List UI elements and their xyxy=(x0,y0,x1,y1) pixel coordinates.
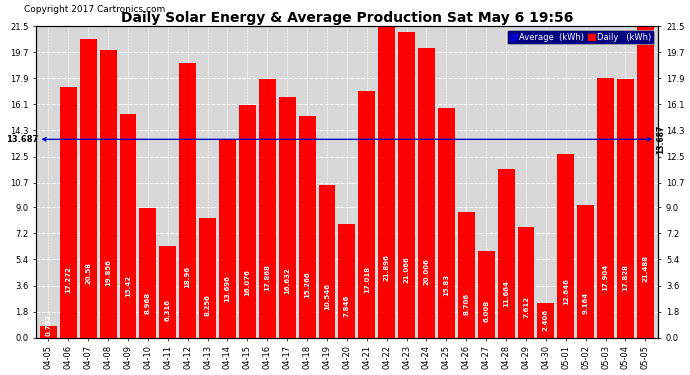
Text: 21.488: 21.488 xyxy=(642,255,649,282)
Bar xyxy=(279,97,295,338)
Text: 8.968: 8.968 xyxy=(145,292,151,314)
Text: 15.42: 15.42 xyxy=(125,275,131,297)
Bar xyxy=(259,79,276,338)
Bar xyxy=(438,108,455,338)
Text: 7.846: 7.846 xyxy=(344,295,350,317)
Bar xyxy=(139,208,157,338)
Bar xyxy=(497,169,515,338)
Text: Copyright 2017 Cartronics.com: Copyright 2017 Cartronics.com xyxy=(24,4,165,13)
Text: 8.256: 8.256 xyxy=(204,294,210,316)
Bar xyxy=(119,114,137,338)
Text: 12.646: 12.646 xyxy=(563,278,569,305)
Bar xyxy=(40,326,57,338)
Bar xyxy=(458,211,475,338)
Bar xyxy=(319,185,335,338)
Bar xyxy=(60,87,77,338)
Bar xyxy=(80,39,97,338)
Title: Daily Solar Energy & Average Production Sat May 6 19:56: Daily Solar Energy & Average Production … xyxy=(121,11,573,25)
Text: 7.612: 7.612 xyxy=(523,296,529,318)
Text: 10.546: 10.546 xyxy=(324,283,330,310)
Text: 21.896: 21.896 xyxy=(384,254,390,280)
Text: 13.687: 13.687 xyxy=(6,135,38,144)
Text: 17.018: 17.018 xyxy=(364,266,370,293)
Text: 21.066: 21.066 xyxy=(404,256,410,283)
Bar xyxy=(219,139,236,338)
Text: 6.316: 6.316 xyxy=(165,299,171,321)
Text: 17.868: 17.868 xyxy=(264,264,270,291)
Text: 18.96: 18.96 xyxy=(185,266,190,288)
Bar xyxy=(518,227,535,338)
Text: 19.856: 19.856 xyxy=(105,259,111,286)
Bar xyxy=(398,32,415,338)
Text: 0.792: 0.792 xyxy=(46,314,51,336)
Bar xyxy=(338,224,355,338)
Text: 17.828: 17.828 xyxy=(622,264,629,291)
Bar xyxy=(299,117,315,338)
Bar xyxy=(617,80,634,338)
Text: 9.164: 9.164 xyxy=(582,291,589,314)
Text: 17.904: 17.904 xyxy=(602,264,609,291)
Text: 20.006: 20.006 xyxy=(424,259,429,285)
Bar xyxy=(179,63,196,338)
Text: 20.58: 20.58 xyxy=(85,262,91,284)
Bar xyxy=(538,303,554,338)
Bar xyxy=(199,218,216,338)
Bar xyxy=(637,26,654,338)
Text: 13.687: 13.687 xyxy=(656,124,665,154)
Text: 13.696: 13.696 xyxy=(224,275,230,302)
Bar xyxy=(558,154,574,338)
Bar xyxy=(99,50,117,338)
Text: 6.008: 6.008 xyxy=(483,300,489,322)
Legend: Average  (kWh), Daily   (kWh): Average (kWh), Daily (kWh) xyxy=(507,30,654,44)
Text: 11.664: 11.664 xyxy=(503,280,509,307)
Text: 17.272: 17.272 xyxy=(66,266,71,292)
Bar xyxy=(358,91,375,338)
Text: 16.632: 16.632 xyxy=(284,267,290,294)
Bar xyxy=(597,78,614,338)
Bar xyxy=(578,205,594,338)
Bar xyxy=(418,48,435,338)
Text: 15.83: 15.83 xyxy=(444,274,449,296)
Bar xyxy=(159,246,176,338)
Bar xyxy=(477,251,495,338)
Bar xyxy=(378,20,395,338)
Text: 15.266: 15.266 xyxy=(304,271,310,298)
Text: 2.406: 2.406 xyxy=(543,309,549,332)
Text: 16.076: 16.076 xyxy=(244,269,250,296)
Text: 8.706: 8.706 xyxy=(463,293,469,315)
Bar xyxy=(239,105,256,338)
